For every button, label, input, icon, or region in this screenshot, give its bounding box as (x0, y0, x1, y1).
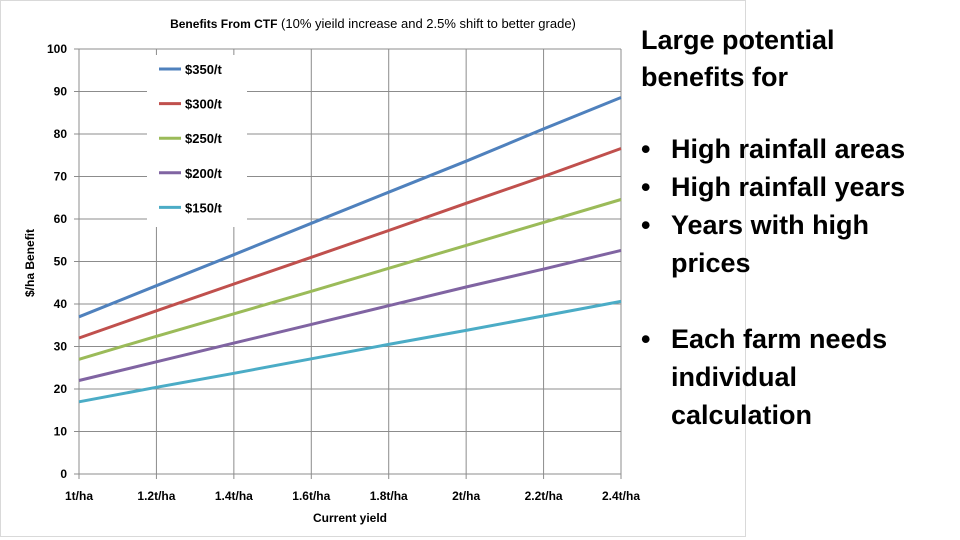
series-line (78, 198, 622, 361)
y-tick-label: 80 (54, 127, 68, 141)
series-line (78, 147, 622, 340)
x-tick-label: 1.4t/ha (215, 489, 253, 503)
legend: $350/t $300/t $250/t $200/t $150/t (147, 55, 247, 227)
bullet-item: • Years with high prices (641, 206, 941, 282)
axes: 0 10 20 30 40 50 60 70 80 90 100 1t/ha 1.2t/ha 1.4t/h… (47, 42, 640, 503)
x-tick-label: 1.2t/ha (137, 489, 175, 503)
series-line (78, 96, 622, 319)
y-axis-title: $/ha Benefit (23, 229, 37, 297)
y-tick-label: 70 (54, 170, 68, 184)
y-tick-label: 10 (54, 425, 68, 439)
line-chart: Benefits From CTF (10% yieild increase a… (23, 16, 640, 525)
y-tick-label: 60 (54, 212, 68, 226)
series-line (78, 248, 622, 382)
x-tick-label: 1.6t/ha (292, 489, 330, 503)
x-tick-label: 2.4t/ha (602, 489, 640, 503)
bullet-dot: • (641, 210, 651, 240)
legend-box (147, 55, 247, 227)
legend-label: $150/t (185, 200, 223, 215)
chart-title-bold: Benefits From CTF (170, 17, 277, 31)
bullet-list: • High rainfall areas • High rainfall years… (641, 130, 941, 282)
series-line (78, 299, 622, 404)
y-tick-label: 90 (54, 85, 68, 99)
bullet-item: • High rainfall years (641, 168, 941, 206)
series-lines (78, 96, 622, 404)
x-tick-label: 2.2t/ha (525, 489, 563, 503)
y-tick-label: 40 (54, 297, 68, 311)
slide-text-panel: Large potential benefits for • High rainf… (641, 22, 941, 434)
chart-title-rest: (10% yieild increase and 2.5% shift to b… (277, 16, 575, 31)
bullet-text: High rainfall areas (671, 134, 906, 164)
y-tick-label: 20 (54, 382, 68, 396)
legend-label: $200/t (185, 166, 223, 181)
bullet-text: Each farm needs individual calculation (671, 324, 888, 430)
chart-area: Benefits From CTF (10% yieild increase a… (0, 0, 746, 537)
slide-heading: Large potential benefits for (641, 25, 835, 92)
bullet-text: High rainfall years (671, 172, 906, 202)
bullet-dot: • (641, 324, 651, 354)
bullet-dot: • (641, 172, 651, 202)
x-tick-label: 2t/ha (452, 489, 480, 503)
y-tick-label: 0 (60, 467, 67, 481)
bullet-list-2: • Each farm needs individual calculation (641, 320, 941, 434)
y-tick-label: 100 (47, 42, 67, 56)
legend-label: $350/t (185, 62, 223, 77)
bullet-item: • Each farm needs individual calculation (641, 320, 941, 434)
y-tick-label: 30 (54, 340, 68, 354)
x-tick-label: 1t/ha (65, 489, 93, 503)
y-tick-label: 50 (54, 255, 68, 269)
legend-label: $300/t (185, 97, 223, 112)
bullet-dot: • (641, 134, 651, 164)
bullet-text: Years with high prices (671, 210, 870, 278)
chart-title: Benefits From CTF (10% yieild increase a… (170, 16, 576, 31)
x-axis-title: Current yield (313, 511, 387, 525)
bullet-item: • High rainfall areas (641, 130, 941, 168)
legend-label: $250/t (185, 131, 223, 146)
x-tick-label: 1.8t/ha (370, 489, 408, 503)
